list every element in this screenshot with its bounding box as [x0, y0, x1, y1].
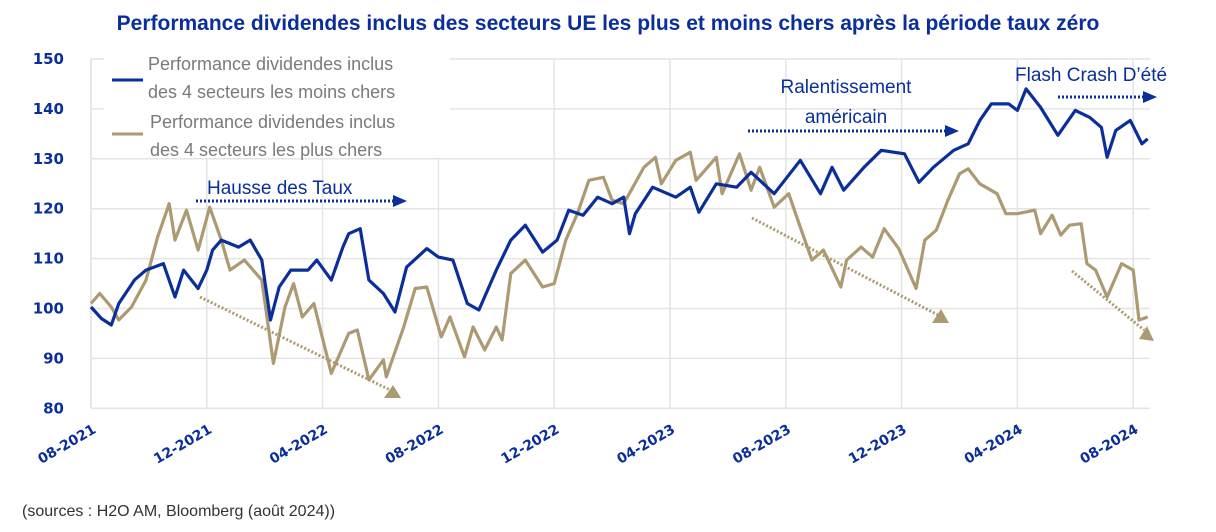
x-tick-label: 08-2023 — [730, 422, 794, 468]
series-line-cheapest-sectors — [89, 87, 1149, 327]
trend-arrow-expensive-3 — [1071, 269, 1145, 332]
x-axis: 08-2021 12-2021 04-2022 08-2022 12-2022 04-20… — [35, 421, 1141, 467]
annotation-hausse-des-taux: Hausse des Taux — [207, 178, 353, 199]
legend-label-cheap-1: Performance dividendes inclus — [148, 54, 393, 74]
x-tick-label: 04-2024 — [962, 421, 1026, 467]
y-tick-label: 150 — [33, 50, 64, 68]
x-tick-label: 08-2021 — [35, 422, 99, 468]
series-lines — [89, 87, 1149, 382]
x-tick-label: 12-2023 — [846, 422, 910, 468]
trend-arrow-expensive-2 — [751, 216, 939, 317]
arrowhead-ralentissement-icon — [945, 125, 959, 137]
x-tick-label: 08-2024 — [1078, 421, 1142, 467]
x-tick-label: 04-2023 — [614, 422, 678, 468]
legend: Performance dividendes inclus des 4 sect… — [104, 50, 450, 160]
legend-label-expensive-1: Performance dividendes inclus — [150, 112, 395, 132]
arrowhead-flash-icon — [1143, 91, 1157, 103]
x-tick-label: 08-2022 — [383, 422, 447, 468]
y-tick-label: 100 — [33, 300, 64, 318]
legend-label-cheap-2: des 4 secteurs les moins chers — [148, 82, 395, 102]
annotation-ralentissement-1: Ralentissement — [781, 77, 913, 98]
y-tick-label: 80 — [43, 399, 64, 417]
y-axis: 80 90 100 110 120 130 140 150 — [33, 50, 64, 417]
y-tick-label: 90 — [43, 349, 64, 367]
arrowhead-hausse-icon — [393, 195, 407, 207]
legend-label-expensive-2: des 4 secteurs les plus chers — [150, 140, 382, 160]
y-tick-label: 130 — [33, 150, 64, 168]
annotation-ralentissement-2: américain — [805, 107, 887, 128]
legend-background — [104, 50, 450, 158]
chart-title: Performance dividendes inclus des secteu… — [117, 12, 1100, 35]
x-tick-label: 12-2022 — [499, 422, 563, 468]
y-tick-label: 110 — [33, 250, 64, 268]
x-tick-label: 04-2022 — [267, 422, 331, 468]
trend-arrow-expensive-1 — [199, 295, 391, 392]
x-tick-label: 12-2021 — [151, 422, 215, 468]
annotations: Hausse des Taux Ralentissement américain… — [196, 65, 1167, 398]
arrowhead-trend-1-icon — [384, 385, 401, 398]
arrowhead-trend-2-icon — [932, 309, 949, 323]
y-tick-label: 120 — [33, 200, 64, 218]
arrowhead-trend-3-icon — [1139, 326, 1154, 341]
source-note: (sources : H2O AM, Bloomberg (août 2024)… — [22, 503, 335, 520]
annotation-flash-crash: Flash Crash D’été — [1015, 65, 1167, 86]
y-tick-label: 140 — [33, 100, 64, 118]
